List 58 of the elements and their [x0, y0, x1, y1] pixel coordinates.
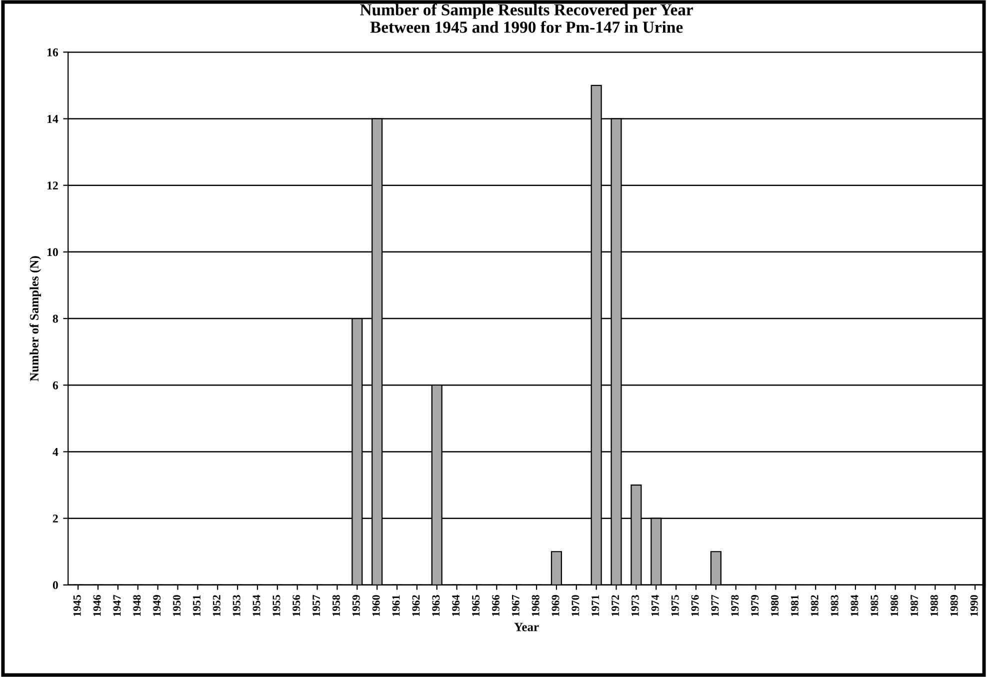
x-tick-label: 1945: [73, 595, 81, 616]
x-tick-label: 1977: [711, 594, 719, 616]
x-tick-label: 1955: [272, 595, 280, 616]
x-tick-label: 1979: [751, 595, 759, 616]
x-tick-label: 1975: [671, 595, 679, 616]
x-tick-label: 1980: [771, 595, 779, 616]
y-tick-label: 10: [48, 248, 58, 256]
x-tick-label: 1967: [512, 594, 520, 616]
x-tick-label: 1963: [432, 595, 440, 616]
y-tick-label: 16: [48, 48, 58, 56]
x-tick-label: 1964: [452, 594, 460, 616]
x-tick-label: 1951: [192, 595, 200, 616]
x-tick-label: 1982: [810, 595, 818, 616]
y-tick-label: 14: [48, 115, 58, 123]
x-tick-label: 1971: [592, 595, 600, 616]
x-tick-label: 1959: [352, 595, 360, 616]
x-tick-label: 1954: [252, 594, 260, 616]
x-tick-label: 1960: [372, 595, 380, 616]
x-tick-label: 1983: [830, 595, 838, 616]
x-tick-label: 1961: [392, 595, 400, 616]
y-tick-label: 4: [52, 448, 58, 456]
y-tick-label: 0: [52, 581, 58, 590]
x-tick-label: 1988: [930, 595, 938, 616]
x-tick-label: 1956: [292, 594, 300, 616]
x-tick-label: 1953: [232, 595, 240, 616]
x-tick-label: 1952: [212, 595, 220, 616]
x-tick-label: 1976: [691, 594, 699, 616]
x-tick-label: 1989: [950, 595, 958, 616]
x-tick-label: 1981: [790, 595, 798, 616]
x-tick-label: 1990: [970, 595, 978, 616]
y-tick-label: 8: [52, 314, 58, 323]
y-tick-label: 2: [52, 514, 58, 522]
x-axis-title: Year: [514, 622, 539, 632]
y-tick-label: 6: [52, 381, 58, 390]
x-tick-label: 1985: [870, 595, 878, 616]
x-tick-label: 1958: [332, 595, 340, 616]
x-tick-label: 1949: [153, 595, 161, 616]
x-tick-label: 1969: [552, 595, 560, 616]
chart-title: Number of Sample Results Recovered per Year Between 1945 and 1990 for Pm-147 in Urine: [360, 4, 694, 33]
x-tick-label: 1970: [572, 595, 580, 616]
x-tick-label: 1987: [910, 594, 918, 616]
x-tick-label: 1974: [651, 594, 659, 616]
y-tick-label: 12: [48, 182, 58, 190]
x-tick-label: 1972: [612, 595, 620, 616]
x-tick-label: 1946: [93, 594, 101, 616]
x-tick-label: 1957: [312, 594, 320, 616]
x-tick-label: 1978: [731, 595, 739, 616]
x-tick-label: 1948: [133, 595, 141, 616]
x-tick-label: 1968: [532, 595, 540, 616]
x-tick-label: 1950: [173, 595, 181, 616]
x-tick-label: 1965: [472, 595, 480, 616]
x-tick-label: 1966: [492, 594, 500, 616]
x-tick-label: 1962: [412, 595, 420, 616]
y-axis-title: Number of Samples (N): [30, 256, 42, 382]
x-tick-label: 1973: [632, 595, 639, 616]
x-tick-label: 1984: [850, 594, 858, 616]
x-tick-label: 1986: [890, 594, 898, 616]
x-tick-label: 1947: [113, 594, 121, 616]
